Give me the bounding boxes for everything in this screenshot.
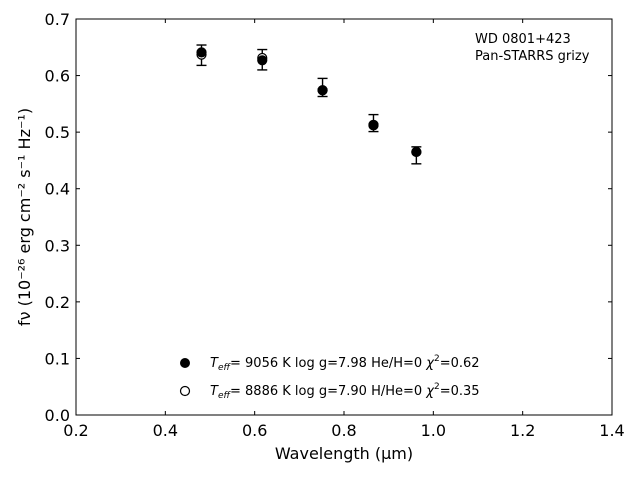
y-axis-ticks: 0.0 0.1 0.2 0.3 0.4 0.5 0.6 0.7 <box>45 10 612 425</box>
data-point-filled <box>257 55 268 66</box>
legend-marker-filled <box>180 358 190 368</box>
error-bars <box>196 44 422 165</box>
legend-1-chi: χ <box>425 356 435 371</box>
legend-entry-2: Teff= 8886 K log g=7.90 H/He=0 χ2=0.35 <box>210 382 480 401</box>
data-point-filled <box>411 146 422 158</box>
legend-2-chi-sup: 2 <box>434 382 440 392</box>
data-point-filled <box>368 119 379 130</box>
data-point-filled <box>196 47 207 58</box>
legend-2-rest: = 8886 K log g=7.90 H/He=0 <box>230 384 426 399</box>
y-tick-label: 0.1 <box>45 349 70 368</box>
y-tick-label: 0.7 <box>45 10 70 29</box>
x-tick-label: 0.8 <box>331 421 356 440</box>
legend-1-teff: T <box>210 356 219 371</box>
x-tick-label: 1.0 <box>421 421 446 440</box>
data-markers <box>196 47 422 158</box>
x-tick-label: 1.4 <box>599 421 624 440</box>
y-tick-label: 0.6 <box>45 67 70 86</box>
y-tick-label: 0.2 <box>45 293 70 312</box>
x-tick-label: 0.6 <box>242 421 267 440</box>
legend-entry-1: Teff= 9056 K log g=7.98 He/H=0 χ2=0.62 <box>210 354 480 373</box>
y-tick-label: 0.4 <box>45 180 70 199</box>
legend: Teff= 9056 K log g=7.98 He/H=0 χ2=0.62 T… <box>179 354 480 401</box>
legend-2-teff: T <box>210 384 219 399</box>
legend-1-chi-val: =0.62 <box>440 356 480 371</box>
data-point-filled <box>317 85 328 96</box>
legend-2-chi: χ <box>425 384 435 399</box>
y-tick-label: 0.0 <box>45 406 70 425</box>
annotation-line-1: WD 0801+423 <box>475 32 571 47</box>
legend-2-teff-sub: eff <box>218 391 232 401</box>
x-tick-label: 0.4 <box>153 421 178 440</box>
x-tick-label: 1.2 <box>510 421 535 440</box>
legend-2-chi-val: =0.35 <box>440 384 480 399</box>
x-tick-label: 0.2 <box>63 421 88 440</box>
legend-marker-open <box>179 385 191 397</box>
x-axis-ticks: 0.2 0.4 0.6 0.8 1.0 1.2 1.4 <box>63 19 625 440</box>
legend-1-chi-sup: 2 <box>434 354 440 364</box>
y-axis-title: fν (10⁻²⁶ erg cm⁻² s⁻¹ Hz⁻¹) <box>15 108 34 326</box>
annotation-line-2: Pan-STARRS grizy <box>475 49 590 64</box>
y-tick-label: 0.5 <box>45 123 70 142</box>
y-tick-label: 0.3 <box>45 236 70 255</box>
legend-1-rest: = 9056 K log g=7.98 He/H=0 <box>230 356 426 371</box>
legend-1-teff-sub: eff <box>218 363 232 373</box>
x-axis-title: Wavelength (μm) <box>275 444 413 463</box>
